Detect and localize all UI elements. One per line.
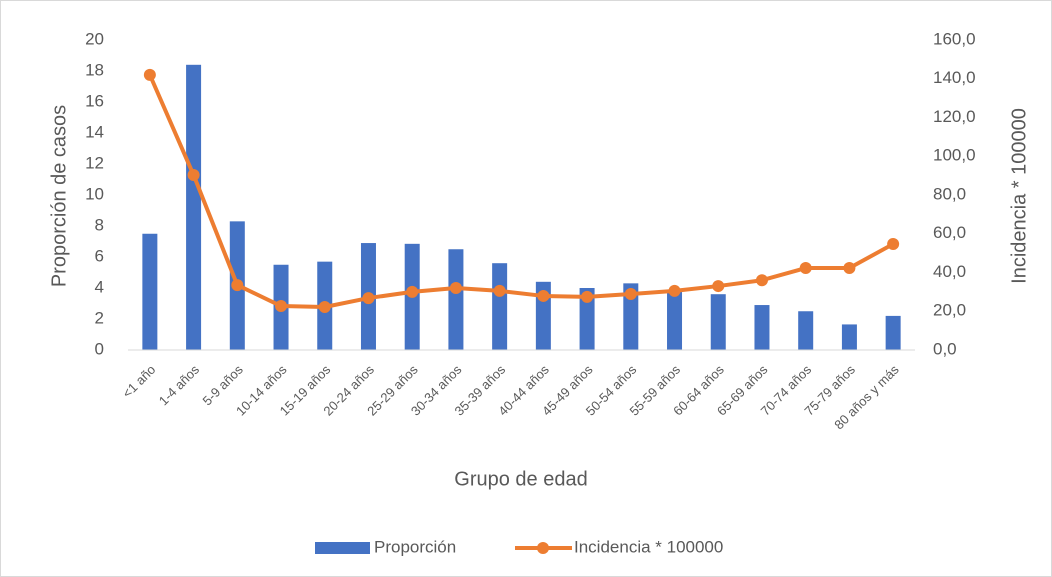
line-marker: [581, 290, 594, 303]
y-tick-label: 0: [95, 339, 104, 358]
y-tick-label: 10: [85, 184, 104, 203]
bar: [710, 294, 726, 350]
y2-tick-label: 40,0: [933, 262, 966, 281]
y2-tick-label: 100,0: [933, 146, 976, 165]
bar: [841, 324, 857, 350]
y-axis-title: Proporción de casos: [48, 105, 70, 287]
line-marker: [537, 289, 550, 302]
y2-tick-label: 0,0: [933, 339, 957, 358]
bar: [186, 64, 202, 351]
bar: [623, 283, 639, 350]
line-marker: [799, 262, 812, 275]
legend-label: Proporción: [374, 537, 456, 556]
y2-tick-label: 120,0: [933, 107, 976, 126]
line-marker: [449, 282, 462, 294]
y-tick-label: 18: [85, 60, 104, 79]
x-axis-title: Grupo de edad: [454, 468, 587, 490]
legend-swatch: [315, 542, 370, 554]
y-tick-label: 8: [95, 215, 104, 234]
line: [148, 74, 895, 309]
line-marker: [318, 300, 331, 313]
y2-tick-label: 160,0: [933, 29, 976, 48]
line-marker: [406, 285, 419, 298]
bar: [142, 233, 158, 350]
line-marker: [493, 284, 506, 297]
y2-tick-label: 60,0: [933, 223, 966, 242]
y-tick-label: 20: [85, 29, 104, 48]
y-tick-label: 16: [85, 91, 104, 110]
line-marker: [143, 68, 156, 81]
line-marker: [624, 288, 637, 301]
line-marker: [755, 274, 768, 287]
y-tick-label: 14: [85, 122, 104, 141]
bar: [798, 311, 814, 350]
y-tick-label: 12: [85, 153, 104, 172]
line-marker: [362, 292, 375, 305]
line-marker: [275, 300, 288, 313]
y2-tick-label: 140,0: [933, 68, 976, 87]
bar: [667, 289, 683, 350]
line-marker: [231, 279, 244, 292]
line-marker: [668, 284, 681, 297]
bar: [492, 263, 508, 350]
y-tick-label: 6: [95, 246, 104, 265]
y2-axis-title: Incidencia * 100000: [1008, 108, 1030, 284]
bar: [885, 315, 901, 350]
bar: [754, 305, 770, 350]
line-marker: [187, 169, 200, 182]
y-tick-label: 2: [95, 308, 104, 327]
legend-label: Incidencia * 100000: [574, 537, 723, 556]
line-marker: [887, 238, 900, 251]
line-marker: [843, 262, 856, 275]
bar: [579, 288, 595, 350]
bar: [448, 249, 464, 350]
y2-tick-label: 20,0: [933, 301, 966, 320]
y2-tick-label: 80,0: [933, 184, 966, 203]
y-tick-label: 4: [95, 277, 104, 296]
line-marker: [712, 280, 725, 293]
legend-swatch: [537, 542, 549, 554]
